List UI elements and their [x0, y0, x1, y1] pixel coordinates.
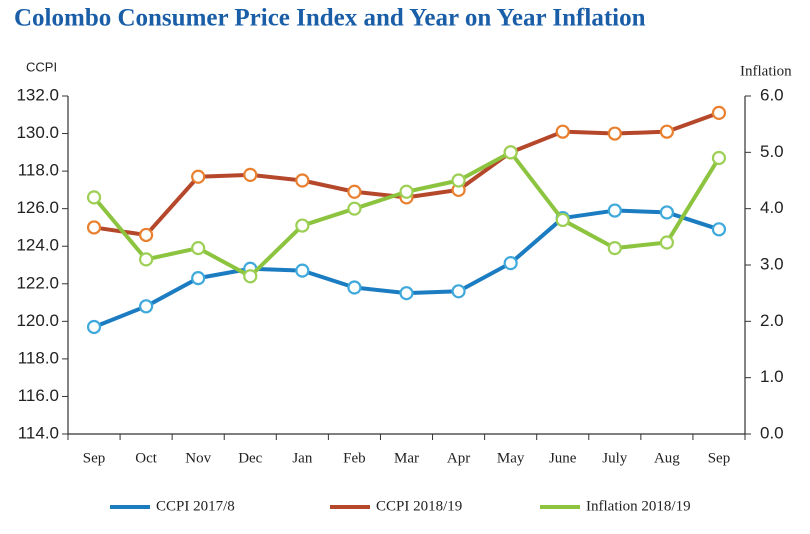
data-point — [451, 284, 466, 299]
data-point — [86, 190, 102, 205]
x-tick-label: Dec — [238, 450, 262, 466]
y-tick-label: 130.0 — [16, 123, 59, 142]
data-point — [295, 263, 310, 278]
data-point — [711, 222, 727, 237]
x-tick-label: Sep — [83, 450, 106, 466]
data-point — [347, 280, 362, 295]
data-point — [347, 184, 362, 199]
data-point — [86, 220, 102, 235]
y2-tick-label: 0.0 — [760, 423, 784, 442]
x-tick-label: Nov — [185, 450, 211, 466]
legend-label: CCPI 2017/8 — [156, 498, 235, 514]
chart-title: Colombo Consumer Price Index and Year on… — [14, 5, 646, 32]
data-point — [451, 173, 466, 188]
y2-tick-label: 3.0 — [760, 254, 784, 273]
data-point — [555, 124, 570, 139]
x-tick-label: May — [497, 450, 525, 466]
x-tick-label: Jan — [292, 450, 312, 466]
y-tick-label: 118.0 — [18, 348, 59, 367]
y2-tick-label: 5.0 — [760, 142, 784, 161]
data-point — [243, 269, 258, 284]
series-line — [92, 150, 721, 279]
data-point — [503, 256, 518, 271]
x-tick-label: Aug — [654, 450, 680, 466]
y-axis-label: CCPI — [26, 59, 57, 74]
y-tick-label: 124.0 — [16, 236, 59, 255]
y2-axis-label: Inflation — [740, 63, 792, 79]
legend-label: Inflation 2018/19 — [586, 498, 691, 514]
data-point — [295, 218, 310, 233]
x-tick-label: Feb — [343, 450, 366, 466]
data-point — [399, 286, 414, 301]
data-point — [659, 205, 674, 220]
y-tick-label: 116.0 — [18, 386, 59, 405]
y-tick-label: 118.0 — [18, 161, 59, 180]
y2-tick-label: 1.0 — [760, 367, 784, 386]
data-point — [86, 319, 102, 335]
data-point — [607, 126, 622, 141]
data-point — [243, 167, 258, 182]
data-point — [711, 105, 727, 121]
y-tick-label: 114.0 — [18, 423, 59, 442]
series-line — [93, 208, 720, 329]
x-tick-label: Mar — [394, 450, 419, 466]
data-point — [191, 271, 206, 286]
data-point — [191, 241, 206, 256]
y2-tick-label: 4.0 — [760, 198, 784, 217]
y-tick-label: 120.0 — [16, 311, 59, 330]
data-point — [555, 212, 570, 228]
data-point — [347, 201, 362, 216]
data-point — [139, 299, 154, 314]
data-point — [607, 241, 622, 256]
y-tick-label: 126.0 — [16, 198, 59, 217]
legend-label: CCPI 2018/19 — [376, 498, 462, 514]
x-tick-label: Apr — [447, 450, 470, 466]
y2-tick-label: 2.0 — [760, 311, 784, 330]
data-point — [711, 150, 727, 166]
data-point — [659, 124, 674, 139]
data-point — [607, 203, 622, 218]
series-line — [93, 111, 720, 237]
data-point — [503, 145, 518, 160]
data-point — [139, 252, 154, 267]
y-tick-label: 132.0 — [16, 85, 59, 104]
x-tick-label: June — [549, 450, 577, 466]
y2-tick-label: 6.0 — [760, 85, 784, 104]
y-tick-label: 122.0 — [16, 273, 59, 292]
data-point — [139, 227, 154, 243]
data-point — [659, 235, 674, 250]
x-tick-label: Oct — [135, 450, 157, 466]
data-point — [191, 169, 206, 184]
data-point — [295, 173, 310, 188]
x-tick-label: Sep — [708, 450, 731, 466]
data-point — [399, 184, 414, 199]
x-tick-label: July — [602, 450, 628, 466]
